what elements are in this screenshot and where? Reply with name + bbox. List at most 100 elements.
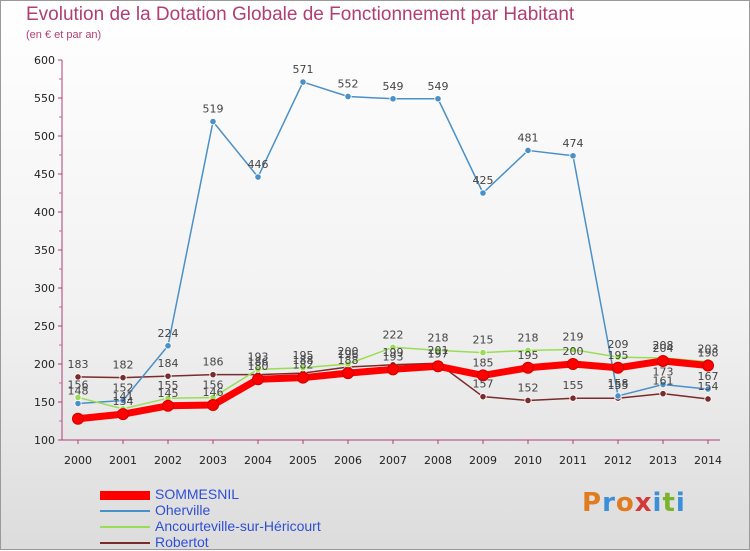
data-point-sommesnil bbox=[477, 369, 489, 382]
y-tick-label: 150 bbox=[34, 396, 55, 409]
chart-subtitle: (en € et par an) bbox=[26, 29, 102, 41]
data-point-robertot bbox=[569, 394, 577, 402]
data-point-robertot bbox=[659, 390, 667, 398]
data-label: 195 bbox=[608, 349, 629, 362]
y-tick-label: 600 bbox=[34, 54, 55, 67]
data-point-oherville bbox=[614, 392, 622, 400]
logo-letter: i bbox=[675, 488, 686, 518]
data-label: 182 bbox=[293, 359, 314, 372]
legend-swatch-robertot bbox=[100, 542, 150, 544]
legend-swatch-sommesnil bbox=[100, 491, 150, 500]
data-label: 180 bbox=[248, 360, 269, 373]
data-label: 549 bbox=[428, 80, 449, 93]
data-label: 152 bbox=[518, 381, 539, 394]
data-label: 155 bbox=[158, 379, 179, 392]
proxiti-logo: Proxiti bbox=[582, 488, 686, 518]
data-point-sommesnil bbox=[702, 359, 714, 372]
data-point-sommesnil bbox=[387, 363, 399, 376]
data-label: 200 bbox=[338, 345, 359, 358]
data-label: 188 bbox=[338, 354, 359, 367]
logo-letter: i bbox=[652, 488, 663, 518]
chart-title: Evolution de la Dotation Globale de Fonc… bbox=[26, 4, 575, 25]
data-label: 446 bbox=[248, 158, 269, 171]
x-tick-label: 2000 bbox=[64, 454, 92, 467]
data-point-oherville bbox=[209, 117, 217, 126]
data-label: 155 bbox=[563, 379, 584, 392]
data-label: 154 bbox=[698, 380, 719, 393]
data-label: 198 bbox=[698, 347, 719, 360]
data-label: 197 bbox=[428, 347, 449, 360]
y-tick-label: 100 bbox=[34, 434, 55, 447]
data-label: 145 bbox=[158, 387, 179, 400]
legend-label-robertot: Robertot bbox=[155, 534, 209, 550]
data-point-oherville bbox=[119, 396, 127, 405]
data-label: 224 bbox=[158, 327, 179, 340]
data-label: 204 bbox=[653, 342, 674, 355]
x-tick-label: 2012 bbox=[604, 454, 632, 467]
legend-label-oherville: Oherville bbox=[155, 502, 211, 518]
logo-letter: x bbox=[634, 488, 653, 518]
logo-letter: o bbox=[615, 488, 635, 518]
legend-swatch-ancourteville bbox=[100, 526, 150, 528]
data-point-ancourteville-sur-h-ricourt bbox=[524, 346, 532, 354]
data-point-robertot bbox=[74, 373, 82, 381]
data-label: 167 bbox=[698, 370, 719, 383]
data-label: 549 bbox=[383, 80, 404, 93]
data-point-oherville bbox=[659, 380, 667, 389]
y-tick-label: 450 bbox=[34, 168, 55, 181]
data-point-oherville bbox=[299, 78, 307, 86]
data-label: 201 bbox=[428, 344, 449, 357]
logo-letter: t bbox=[662, 488, 676, 518]
data-point-robertot bbox=[119, 374, 127, 382]
data-point-sommesnil bbox=[162, 399, 174, 412]
data-point-ancourteville-sur-h-ricourt bbox=[614, 353, 622, 361]
data-point-robertot bbox=[524, 396, 532, 405]
data-label: 184 bbox=[158, 357, 179, 370]
data-label: 148 bbox=[68, 385, 89, 398]
data-label: 156 bbox=[203, 378, 224, 391]
x-tick-label: 2013 bbox=[649, 454, 677, 467]
data-point-oherville bbox=[524, 146, 532, 155]
y-tick-label: 400 bbox=[34, 206, 55, 219]
data-label: 161 bbox=[653, 375, 674, 388]
data-label: 519 bbox=[203, 103, 224, 116]
legend-label-sommesnil: SOMMESNIL bbox=[155, 486, 240, 502]
data-point-oherville bbox=[479, 189, 487, 197]
y-tick-label: 500 bbox=[34, 130, 55, 143]
data-point-sommesnil bbox=[207, 399, 219, 412]
data-point-ancourteville-sur-h-ricourt bbox=[389, 343, 397, 351]
data-label: 215 bbox=[473, 334, 494, 347]
x-tick-label: 2010 bbox=[514, 454, 542, 467]
data-point-sommesnil bbox=[657, 354, 669, 367]
data-point-sommesnil bbox=[432, 360, 444, 373]
data-label: 222 bbox=[383, 328, 404, 341]
data-point-oherville bbox=[344, 92, 352, 101]
data-label: 157 bbox=[473, 378, 494, 391]
data-label: 200 bbox=[563, 345, 584, 358]
x-tick-label: 2001 bbox=[109, 454, 137, 467]
x-tick-label: 2007 bbox=[379, 454, 407, 467]
data-point-oherville bbox=[254, 173, 262, 181]
data-label: 209 bbox=[608, 338, 629, 351]
x-tick-label: 2005 bbox=[289, 454, 317, 467]
data-point-robertot bbox=[704, 395, 712, 403]
data-label: 195 bbox=[518, 349, 539, 362]
data-point-oherville bbox=[434, 95, 442, 103]
data-point-oherville bbox=[74, 399, 82, 408]
data-point-sommesnil bbox=[612, 361, 624, 374]
x-tick-label: 2011 bbox=[559, 454, 587, 467]
data-point-oherville bbox=[704, 385, 712, 393]
data-label: 155 bbox=[608, 379, 629, 392]
data-label: 152 bbox=[113, 381, 134, 394]
data-point-robertot bbox=[209, 371, 217, 379]
legend-swatch-oherville bbox=[100, 510, 150, 512]
data-label: 196 bbox=[338, 348, 359, 361]
data-label: 182 bbox=[113, 359, 134, 372]
data-point-ancourteville-sur-h-ricourt bbox=[254, 365, 262, 373]
data-point-oherville bbox=[569, 152, 577, 160]
data-label: 193 bbox=[383, 350, 404, 363]
data-point-robertot bbox=[479, 393, 487, 401]
legend-label-ancourteville: Ancourteville-sur-Héricourt bbox=[155, 518, 321, 534]
x-tick-label: 2009 bbox=[469, 454, 497, 467]
data-label: 186 bbox=[203, 356, 224, 369]
